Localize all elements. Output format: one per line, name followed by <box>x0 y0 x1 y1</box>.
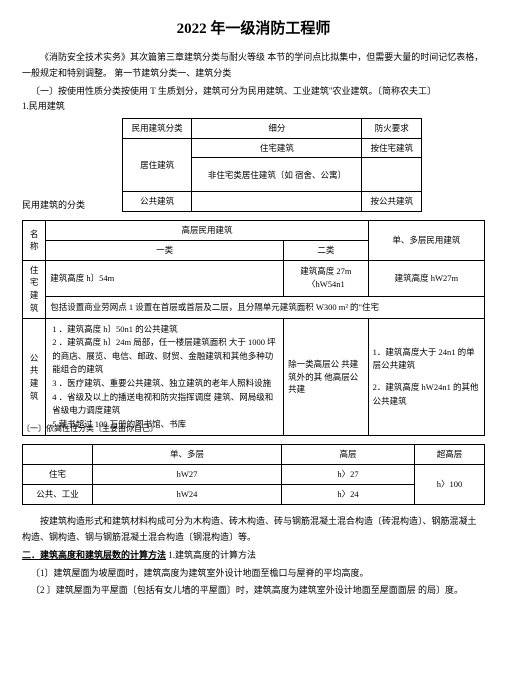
table-2: 名称 高层民用建筑 单、多层民用建筑 一类 二类 住 宅建 筑 建筑高度 h〕5… <box>22 220 485 436</box>
t1-r3c2: 非住宅类居住建筑〔如 宿舍、公寓〕 <box>192 158 362 192</box>
t3-r1c3: h〉100 <box>415 465 485 505</box>
t3-h1: 单、多层 <box>93 445 282 465</box>
t3-r1c1: hW27 <box>93 465 282 485</box>
calc-1: 〔1〕建筑屋面为坡屋面时，建筑高度为建筑室外设计地面至檐口与屋脊的平均高度。 <box>22 567 485 581</box>
t3-r1c2: h〉27 <box>282 465 415 485</box>
t2-gg-4: 4 ．省级及以上的播送电视和防灾指挥调度 建筑、网局级和省级电力调度建筑 <box>52 391 277 418</box>
t2-row-zz: 住 宅建 筑 <box>23 260 46 318</box>
t2-h-dc: 单、多层民用建筑 <box>368 221 484 261</box>
table1-caption: 民用建筑的分类 <box>22 199 122 213</box>
t1-r4c1: 公共建筑 <box>123 192 192 212</box>
t2-h-gcmy: 高层民用建筑 <box>46 221 368 241</box>
calc-2: 〔2 〕建筑屋面为平屋面〔包括有女儿墙的平屋面〕时，建筑高度为建筑室外设计地面至… <box>22 584 485 598</box>
t2-gg-1: 1 ．建筑高度 h〕50n1 的公共建筑 <box>52 323 277 337</box>
t3-h2: 高层 <box>282 445 415 465</box>
table-3: 单、多层 高层 超高层 住宅 hW27 h〉27 h〉100 公共、工业 hW2… <box>22 444 485 504</box>
t1-r4c3: 按公共建筑 <box>362 192 422 212</box>
t2-h-er: 二类 <box>284 240 369 260</box>
t1-r2c1: 居住建筑 <box>123 138 192 192</box>
table-1: 民用建筑分类 细分 防火要求 居住建筑 住宅建筑 按住宅建筑 非住宅类居住建筑〔… <box>122 118 422 212</box>
t3-r2c1: hW24 <box>93 484 282 504</box>
t2-gg-c2: 除一类高层公 共建筑外的其 他高层公共建 <box>284 318 369 436</box>
t2-zz-b: 建筑高度 27m〈hW54n1 <box>284 260 369 296</box>
t1-r1c3: 防火要求 <box>362 118 422 138</box>
t2-zz-note: 包括设置商业劳网点 1 设置在首层或首层及二层，且分隔单元建筑面积 W300 m… <box>46 296 485 318</box>
t2-zz-c: 建筑高度 hW27m <box>368 260 484 296</box>
t3-blank <box>23 445 93 465</box>
t2-gg-c3b: 2．建筑高度 hW24n1 的其他公共建筑 <box>373 381 480 408</box>
t2-h-name: 名称 <box>23 221 46 261</box>
t1-r2c3: 按住宅建筑 <box>362 138 422 158</box>
t2-h-yi: 一类 <box>46 240 284 260</box>
intro-paragraph: 《消防安全技术实务》其次篇第三章建筑分类与耐火等级 本节的学问点比拟集中，但需要… <box>22 49 485 81</box>
item-1: 1.民用建筑 <box>22 100 485 114</box>
heading-2-u: 二．建筑高度和建筑层数的计算方法 <box>22 550 166 560</box>
para-2: 按建筑构造形式和建筑材料构成可分为木构造、砖木构造、砖与钢筋混凝土混合构造〔砖混… <box>22 513 485 545</box>
note-1: 〔一〕按使用性质分类按使用 T 生质划分，建筑可分为民用建筑、工业建筑"农业建筑… <box>22 85 485 99</box>
t3-r2c2: h〉24 <box>282 484 415 504</box>
t2-zz-a: 建筑高度 h〕54m <box>46 260 284 296</box>
t2-gg-list: 1 ．建筑高度 h〕50n1 的公共建筑 2 ．建筑高度 h〕24m 局部，任一… <box>46 318 284 436</box>
heading-2b: 1.建筑高度的计算方法 <box>168 550 256 560</box>
page-title: 2022 年一级消防工程师 <box>22 18 485 41</box>
t1-r2c2: 住宅建筑 <box>192 138 362 158</box>
t2-row-gg: 公 共建 筑 <box>23 318 46 436</box>
t2-gg-c3: 1．建筑高度大于 24n1 的单层公共建筑 2．建筑高度 hW24n1 的其他公… <box>368 318 484 436</box>
t3-r2c0: 公共、工业 <box>23 484 93 504</box>
t2-gg-3: 3 ．医疗建筑、重要公共建筑、独立建筑的老年人照料设施 <box>52 377 277 391</box>
heading-2: 二．建筑高度和建筑层数的计算方法 1.建筑高度的计算方法 <box>22 549 485 563</box>
t2-gg-2: 2 ．建筑高度 h〕24m 局部，任一楼层建筑面积 大于 1000 坪的商店、展… <box>52 336 277 377</box>
t1-r1c1: 民用建筑分类 <box>123 118 192 138</box>
t2-gg-c3a: 1．建筑高度大于 24n1 的单层公共建筑 <box>373 346 480 373</box>
table2-annotation: 〔一〕依高住性分类〔主要由你自己〕 <box>22 423 158 435</box>
t1-r3c3 <box>362 158 422 192</box>
t1-r4c2 <box>192 192 362 212</box>
t1-r1c2: 细分 <box>192 118 362 138</box>
t3-h3: 超高层 <box>415 445 485 465</box>
t3-r1c0: 住宅 <box>23 465 93 485</box>
